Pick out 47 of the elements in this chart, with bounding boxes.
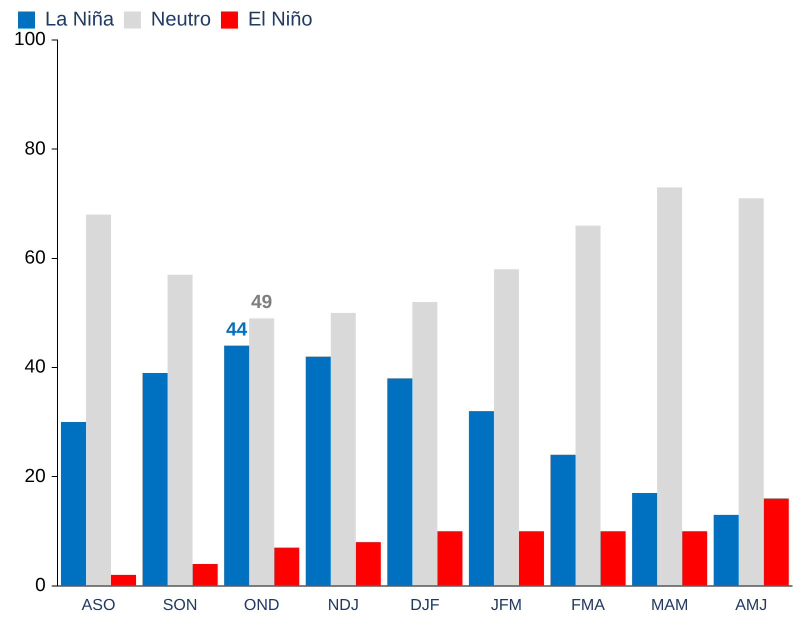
bar bbox=[274, 548, 300, 586]
bar bbox=[738, 198, 764, 586]
bar bbox=[330, 312, 356, 586]
bar bbox=[632, 493, 658, 586]
x-tick-label: ASO bbox=[82, 596, 116, 614]
y-tick-label: 60 bbox=[24, 248, 46, 269]
data-label: 44 bbox=[226, 319, 248, 340]
bar bbox=[356, 542, 381, 586]
bar bbox=[249, 318, 274, 586]
bar bbox=[224, 346, 250, 586]
x-tick-label: DJF bbox=[410, 596, 440, 614]
y-tick-label: 20 bbox=[24, 466, 46, 487]
bar bbox=[714, 514, 739, 586]
y-tick-label: 40 bbox=[24, 356, 46, 378]
bar bbox=[412, 302, 438, 586]
bar bbox=[494, 269, 519, 586]
bar bbox=[468, 411, 494, 586]
x-tick-label: AMJ bbox=[735, 596, 768, 614]
x-tick-label: SON bbox=[162, 596, 198, 614]
x-tick-label: MAM bbox=[650, 596, 688, 614]
legend-label: La Niña bbox=[45, 8, 115, 31]
y-tick-label: 0 bbox=[35, 575, 46, 596]
bar bbox=[600, 531, 626, 586]
bar bbox=[437, 531, 462, 586]
bar bbox=[86, 214, 112, 586]
bar bbox=[764, 498, 789, 586]
bar bbox=[576, 226, 601, 586]
x-tick-label: FMA bbox=[571, 596, 606, 614]
y-tick-label: 80 bbox=[24, 138, 46, 160]
x-tick-label: NDJ bbox=[328, 596, 359, 614]
bar bbox=[657, 187, 682, 586]
x-tick-label: OND bbox=[244, 596, 280, 614]
bar bbox=[682, 531, 708, 586]
bar bbox=[168, 274, 193, 586]
bar bbox=[111, 574, 136, 586]
x-tick-label: JFM bbox=[490, 596, 522, 614]
data-label: 49 bbox=[251, 292, 272, 314]
y-tick-label: 100 bbox=[14, 29, 46, 50]
bar bbox=[550, 454, 576, 586]
bar bbox=[60, 422, 86, 586]
bar bbox=[306, 356, 331, 586]
bar bbox=[387, 378, 412, 586]
bar bbox=[192, 564, 218, 586]
legend-label: Neutro bbox=[150, 8, 211, 31]
legend-label: El Niño bbox=[248, 8, 312, 31]
bar bbox=[518, 531, 544, 586]
bar bbox=[142, 372, 168, 586]
